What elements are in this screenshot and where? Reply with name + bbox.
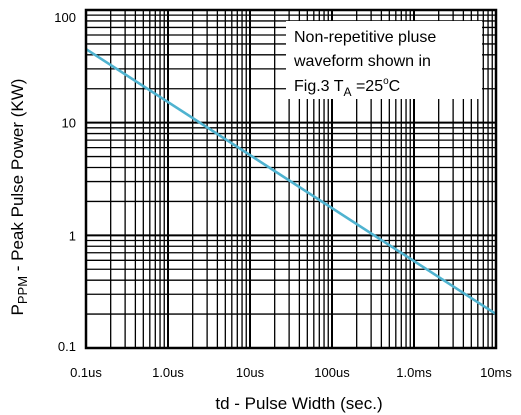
x-tick-label: 100us [314,365,350,380]
plot-frame [84,8,498,350]
annotation-box: Non-repetitive pluse waveform shown in F… [286,21,482,99]
x-tick-label: 10us [236,365,265,380]
annotation-temp-subscript: A [344,85,352,99]
annotation-unit: C [389,78,401,95]
annotation-background [286,21,482,99]
series-layer [85,47,497,316]
y-tick-label: 100 [54,10,76,25]
tick-labels: 0.1us 1.0us 10us 100us 1.0ms 10ms 0.1 1 10 100 [54,10,512,380]
x-axis-title: td - Pulse Width (sec.) [215,394,382,413]
annotation-degree-sup: o [383,76,389,87]
y-axis-title-rest: - Peak Pulse Power (KW) [8,79,27,276]
y-axis-title: PPPM - Peak Pulse Power (KW) [8,79,30,316]
x-tick-label: 0.1us [70,365,102,380]
y-tick-label: 0.1 [58,339,76,354]
y-tick-label: 1 [69,228,76,243]
annotation-temp-value: =25 [352,78,384,95]
annotation-line-3: Fig.3 TA =25oC [294,76,400,99]
annotation-line-3-prefix: Fig.3 T [294,78,344,95]
y-axis-title-main: P [8,304,27,315]
x-tick-label: 1.0us [152,365,184,380]
series-line-power-vs-pulse-width [85,47,497,316]
annotation-line-2: waveform shown in [293,53,431,70]
x-tick-label: 10ms [480,365,512,380]
y-tick-label: 10 [62,116,76,131]
x-tick-label: 1.0ms [396,365,432,380]
y-axis-title-subscript: PPM [15,276,30,304]
annotation-line-1: Non-repetitive pluse [294,29,436,46]
